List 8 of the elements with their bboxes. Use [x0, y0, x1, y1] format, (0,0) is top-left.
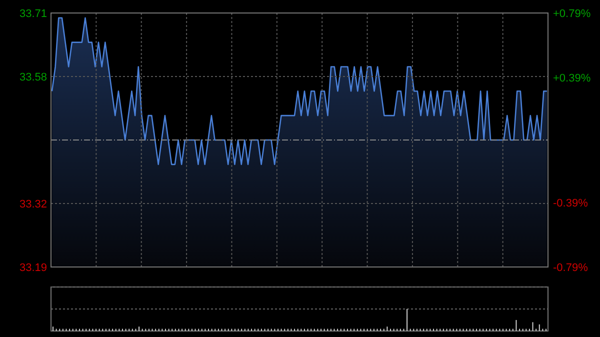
y-tick-label: 33.32	[19, 198, 47, 210]
y2-tick-label: -0.39%	[553, 198, 588, 210]
y2-tick-label: +0.39%	[553, 72, 591, 84]
y2-tick-label: +0.79%	[553, 8, 591, 20]
y2-tick-label: -0.79%	[553, 262, 588, 274]
y-tick-label: 33.19	[19, 262, 47, 274]
y-tick-label: 33.58	[19, 72, 47, 84]
y-tick-label: 33.71	[19, 8, 47, 20]
